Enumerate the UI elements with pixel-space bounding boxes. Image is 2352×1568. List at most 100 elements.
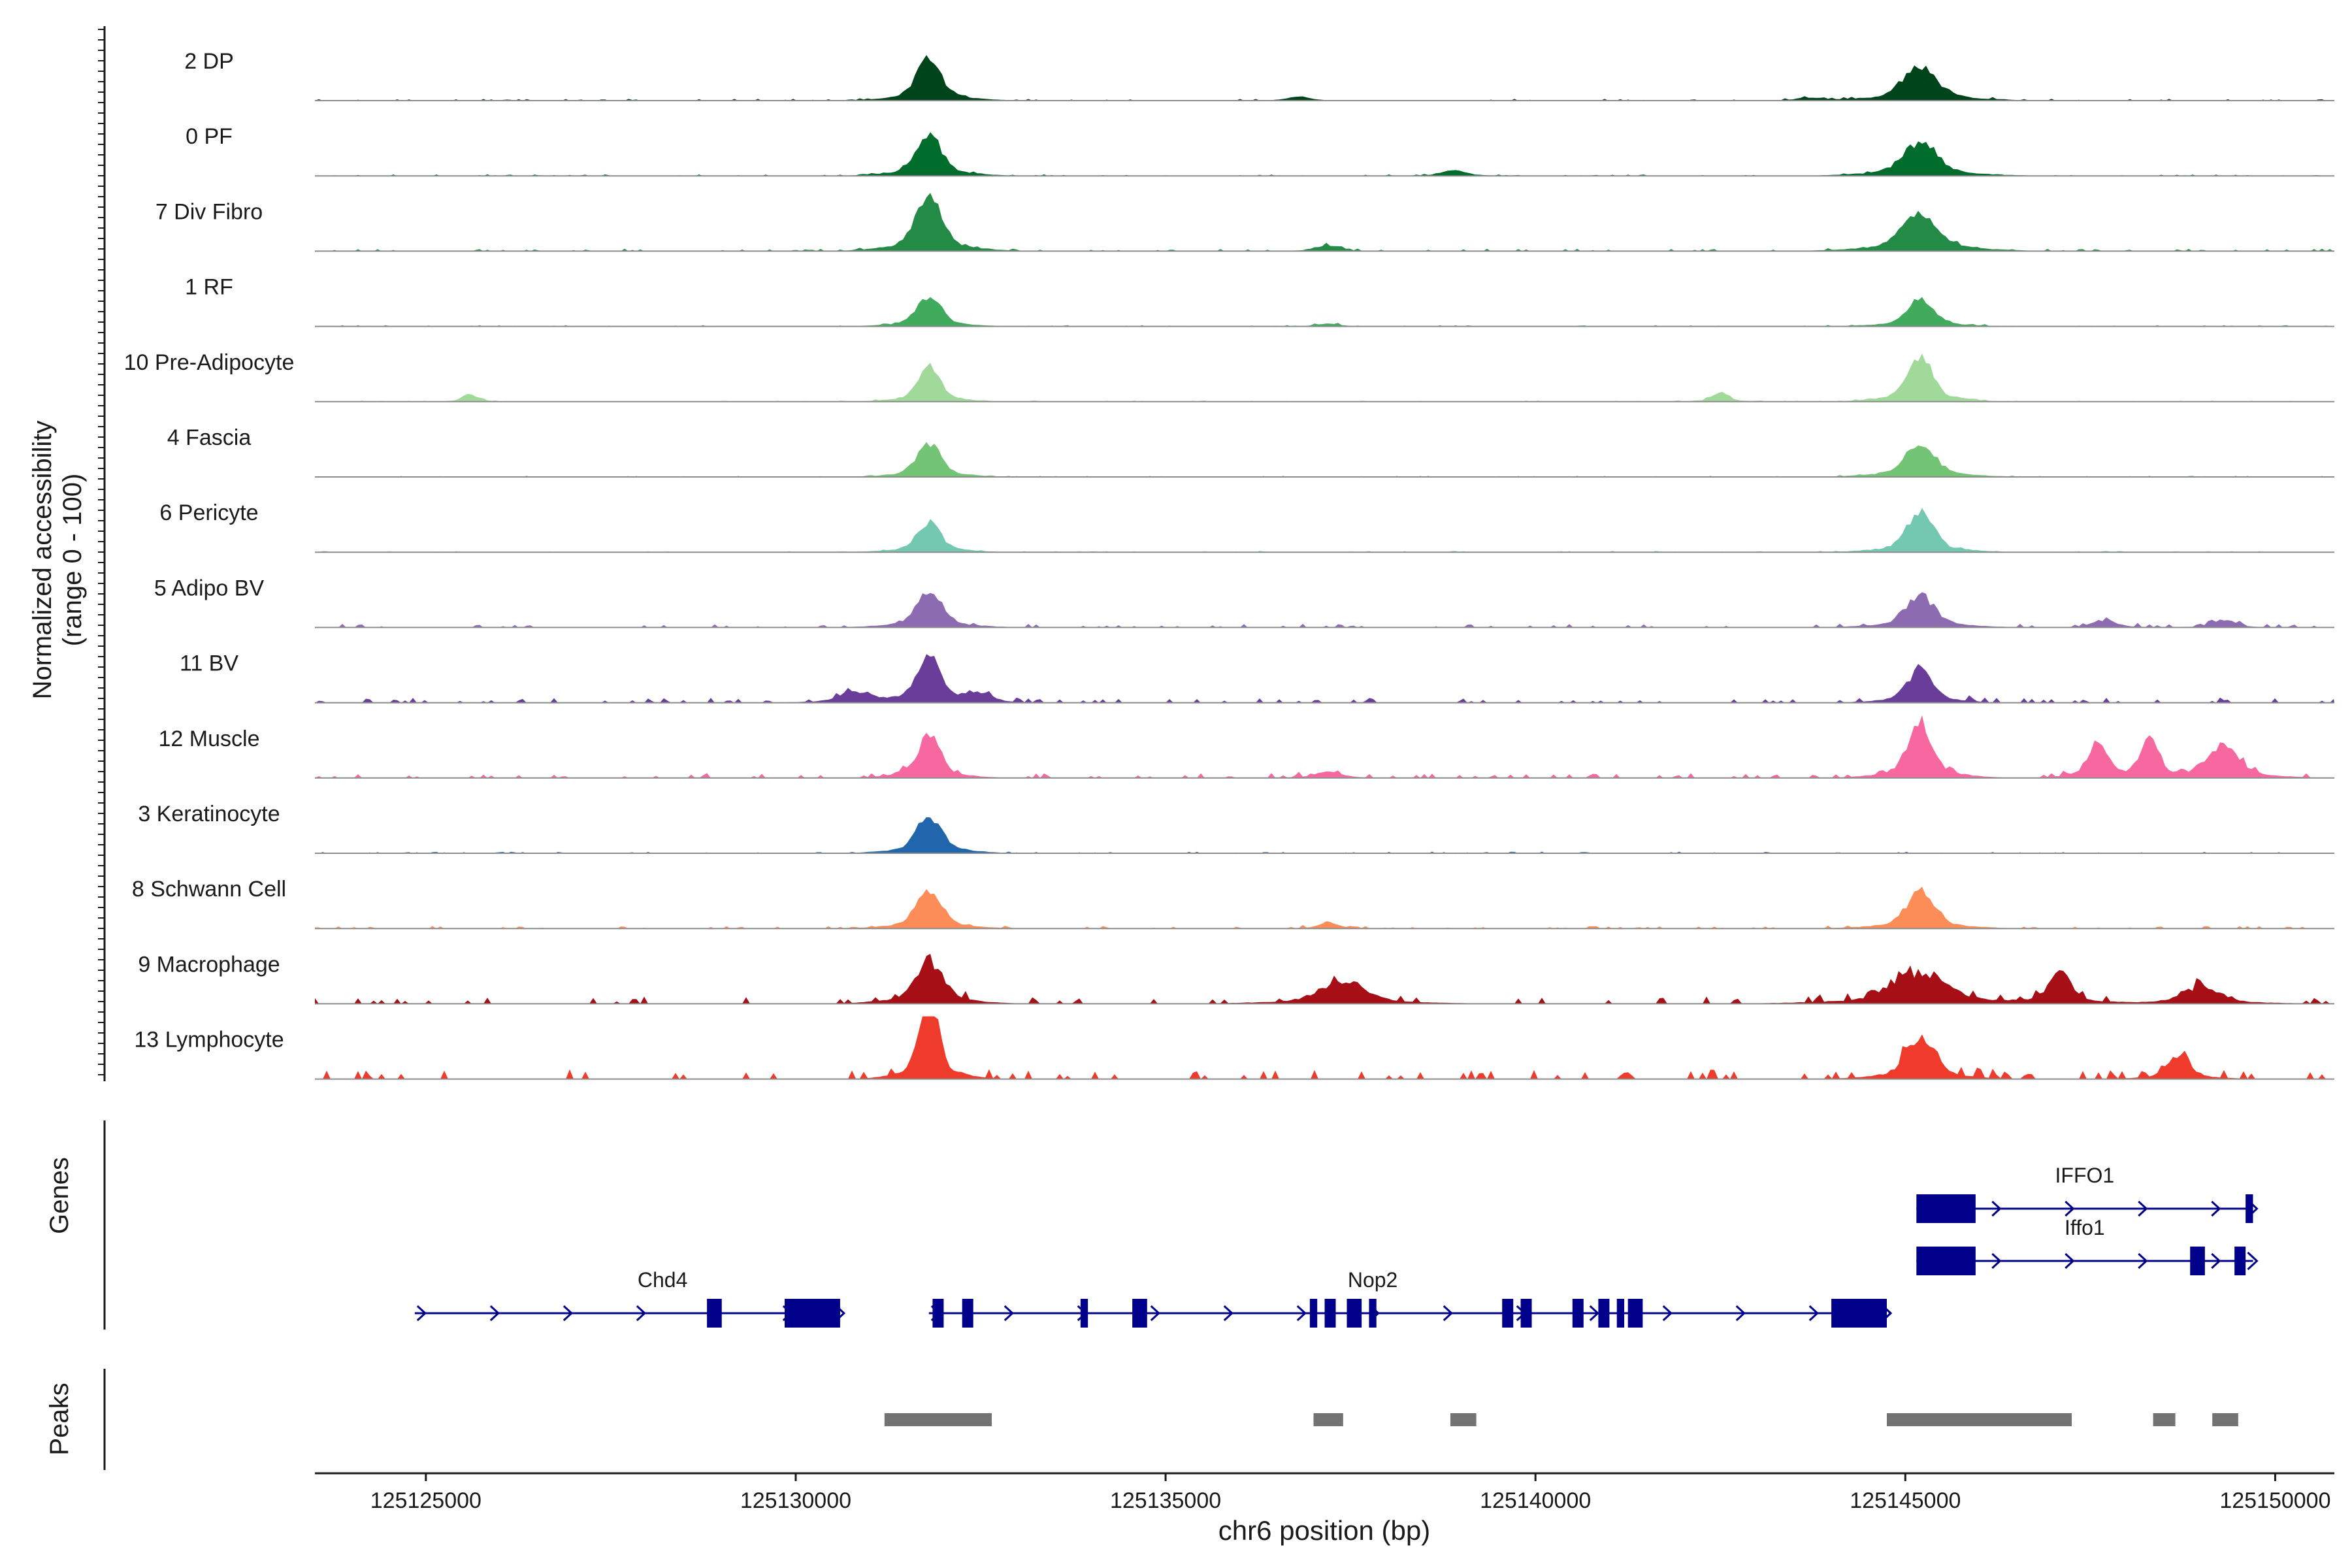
- peak-region: [1313, 1413, 1343, 1426]
- strand-arrow: [1662, 1305, 1673, 1322]
- x-tick-label: 125130000: [740, 1488, 851, 1513]
- x-ticks: 125125000 125130000 125135000 125140000 1251…: [370, 1473, 2331, 1513]
- peak-region: [2212, 1413, 2238, 1426]
- track-signal: [315, 508, 2334, 553]
- strand-arrow: [1223, 1305, 1233, 1322]
- gene-exon: [932, 1299, 944, 1328]
- strand-arrow: [2211, 1252, 2221, 1269]
- track-7: 5 Adipo BV: [154, 576, 2334, 629]
- peak-region: [2153, 1413, 2176, 1426]
- track-label: 0 PF: [186, 124, 233, 149]
- axis-layer: 125125000 125130000 125135000 125140000 1251…: [28, 26, 2334, 1546]
- track-8: 11 BV: [180, 651, 2334, 704]
- strand-arrow: [2065, 1200, 2075, 1217]
- gene-iffo1: IFFO1: [1916, 1164, 2259, 1223]
- strand-arrow: [2065, 1252, 2075, 1269]
- strand-arrow: [1735, 1305, 1746, 1322]
- gene-exon: [1309, 1299, 1318, 1328]
- peaks-track-label: Peaks: [45, 1382, 74, 1455]
- track-1: 0 PF: [186, 124, 2334, 177]
- gene-exon: [707, 1299, 722, 1328]
- strand-arrow: [563, 1305, 574, 1322]
- track-12: 9 Macrophage: [138, 952, 2334, 1005]
- accessibility-tracks: 2 DP 0 PF 7 Div Fibro 1 RF 10 Pre-Adipocyte 4…: [124, 49, 2334, 1080]
- gene-exon: [1080, 1299, 1088, 1328]
- track-label: 1 RF: [185, 275, 233, 300]
- track-label: 12 Muscle: [159, 727, 260, 751]
- track-signal: [315, 715, 2334, 778]
- gene-label: IFFO1: [2055, 1164, 2115, 1187]
- gene-exon: [1598, 1299, 1610, 1328]
- track-signal: [315, 817, 2334, 853]
- x-tick-label: 125145000: [1850, 1488, 1961, 1513]
- track-6: 6 Pericyte: [159, 500, 2334, 553]
- strand-arrow: [489, 1305, 500, 1322]
- track-5: 4 Fascia: [167, 425, 2334, 478]
- track-signal: [315, 132, 2334, 176]
- x-tick-label: 125140000: [1480, 1488, 1591, 1513]
- track-signal: [315, 442, 2334, 477]
- track-label: 4 Fascia: [167, 425, 252, 450]
- track-2: 7 Div Fibro: [155, 193, 2334, 252]
- strand-arrow: [2211, 1200, 2221, 1217]
- genes-track-label: Genes: [45, 1157, 74, 1234]
- track-label: 3 Keratinocyte: [138, 802, 280, 826]
- track-signal: [315, 1016, 2334, 1079]
- peak-region: [884, 1413, 992, 1426]
- gene-label: Chd4: [638, 1268, 688, 1292]
- peak-region: [1450, 1413, 1477, 1426]
- track-signal: [315, 654, 2334, 703]
- gene-iffo1: Iffo1: [1916, 1216, 2259, 1275]
- track-0: 2 DP: [184, 49, 2334, 101]
- gene-exon: [2246, 1194, 2253, 1223]
- strand-arrow: [1589, 1305, 1599, 1322]
- strand-arrow: [1991, 1200, 2002, 1217]
- gene-annotations: IFFO1 Iffo1 Chd4 Nop2: [414, 1164, 2259, 1328]
- strand-arrow: [636, 1305, 647, 1322]
- track-signal: [315, 953, 2334, 1004]
- x-tick-label: 125125000: [370, 1488, 482, 1513]
- strand-arrow: [1808, 1305, 1819, 1322]
- track-label: 2 DP: [184, 49, 234, 74]
- track-label: 10 Pre-Adipocyte: [124, 350, 295, 375]
- track-13: 13 Lymphocyte: [134, 1016, 2334, 1080]
- track-signal: [315, 297, 2334, 327]
- track-signal: [315, 353, 2334, 402]
- strand-arrow: [1991, 1252, 2002, 1269]
- gene-exon: [1616, 1299, 1625, 1328]
- strand-arrow: [1150, 1305, 1160, 1322]
- gene-label: Iffo1: [2065, 1216, 2105, 1239]
- gene-exon: [1502, 1299, 1514, 1328]
- gene-exon: [1831, 1299, 1887, 1328]
- track-10: 3 Keratinocyte: [138, 802, 2334, 854]
- track-label: 13 Lymphocyte: [134, 1028, 284, 1053]
- gene-exon: [1916, 1247, 1976, 1275]
- peak-regions: [884, 1413, 2238, 1426]
- y-axis-range-label: (range 0 - 100): [58, 474, 87, 647]
- peak-region: [1886, 1413, 2072, 1426]
- track-signal: [315, 887, 2334, 929]
- strand-arrow: [2138, 1200, 2148, 1217]
- gene-exon: [1916, 1194, 1976, 1223]
- x-tick-label: 125135000: [1110, 1488, 1221, 1513]
- gene-exon: [1520, 1299, 1532, 1328]
- gene-chd4: Chd4: [414, 1268, 846, 1328]
- track-signal: [315, 592, 2334, 628]
- gene-exon: [1132, 1299, 1147, 1328]
- gene-exon: [2190, 1247, 2205, 1275]
- gene-exon: [1572, 1299, 1584, 1328]
- gene-exon: [1324, 1299, 1336, 1328]
- x-tick-label: 125150000: [2219, 1488, 2330, 1513]
- track-3: 1 RF: [185, 275, 2334, 327]
- strand-arrow: [2247, 1251, 2259, 1271]
- gene-exon: [1369, 1299, 1377, 1328]
- strand-arrow: [416, 1305, 427, 1322]
- x-axis-label: chr6 position (bp): [1218, 1515, 1431, 1546]
- gene-exon: [1347, 1299, 1362, 1328]
- strand-arrow: [1004, 1305, 1014, 1322]
- strand-arrow: [1443, 1305, 1453, 1322]
- track-signal: [315, 193, 2334, 252]
- track-label: 11 BV: [180, 651, 238, 676]
- strand-arrow: [2138, 1252, 2148, 1269]
